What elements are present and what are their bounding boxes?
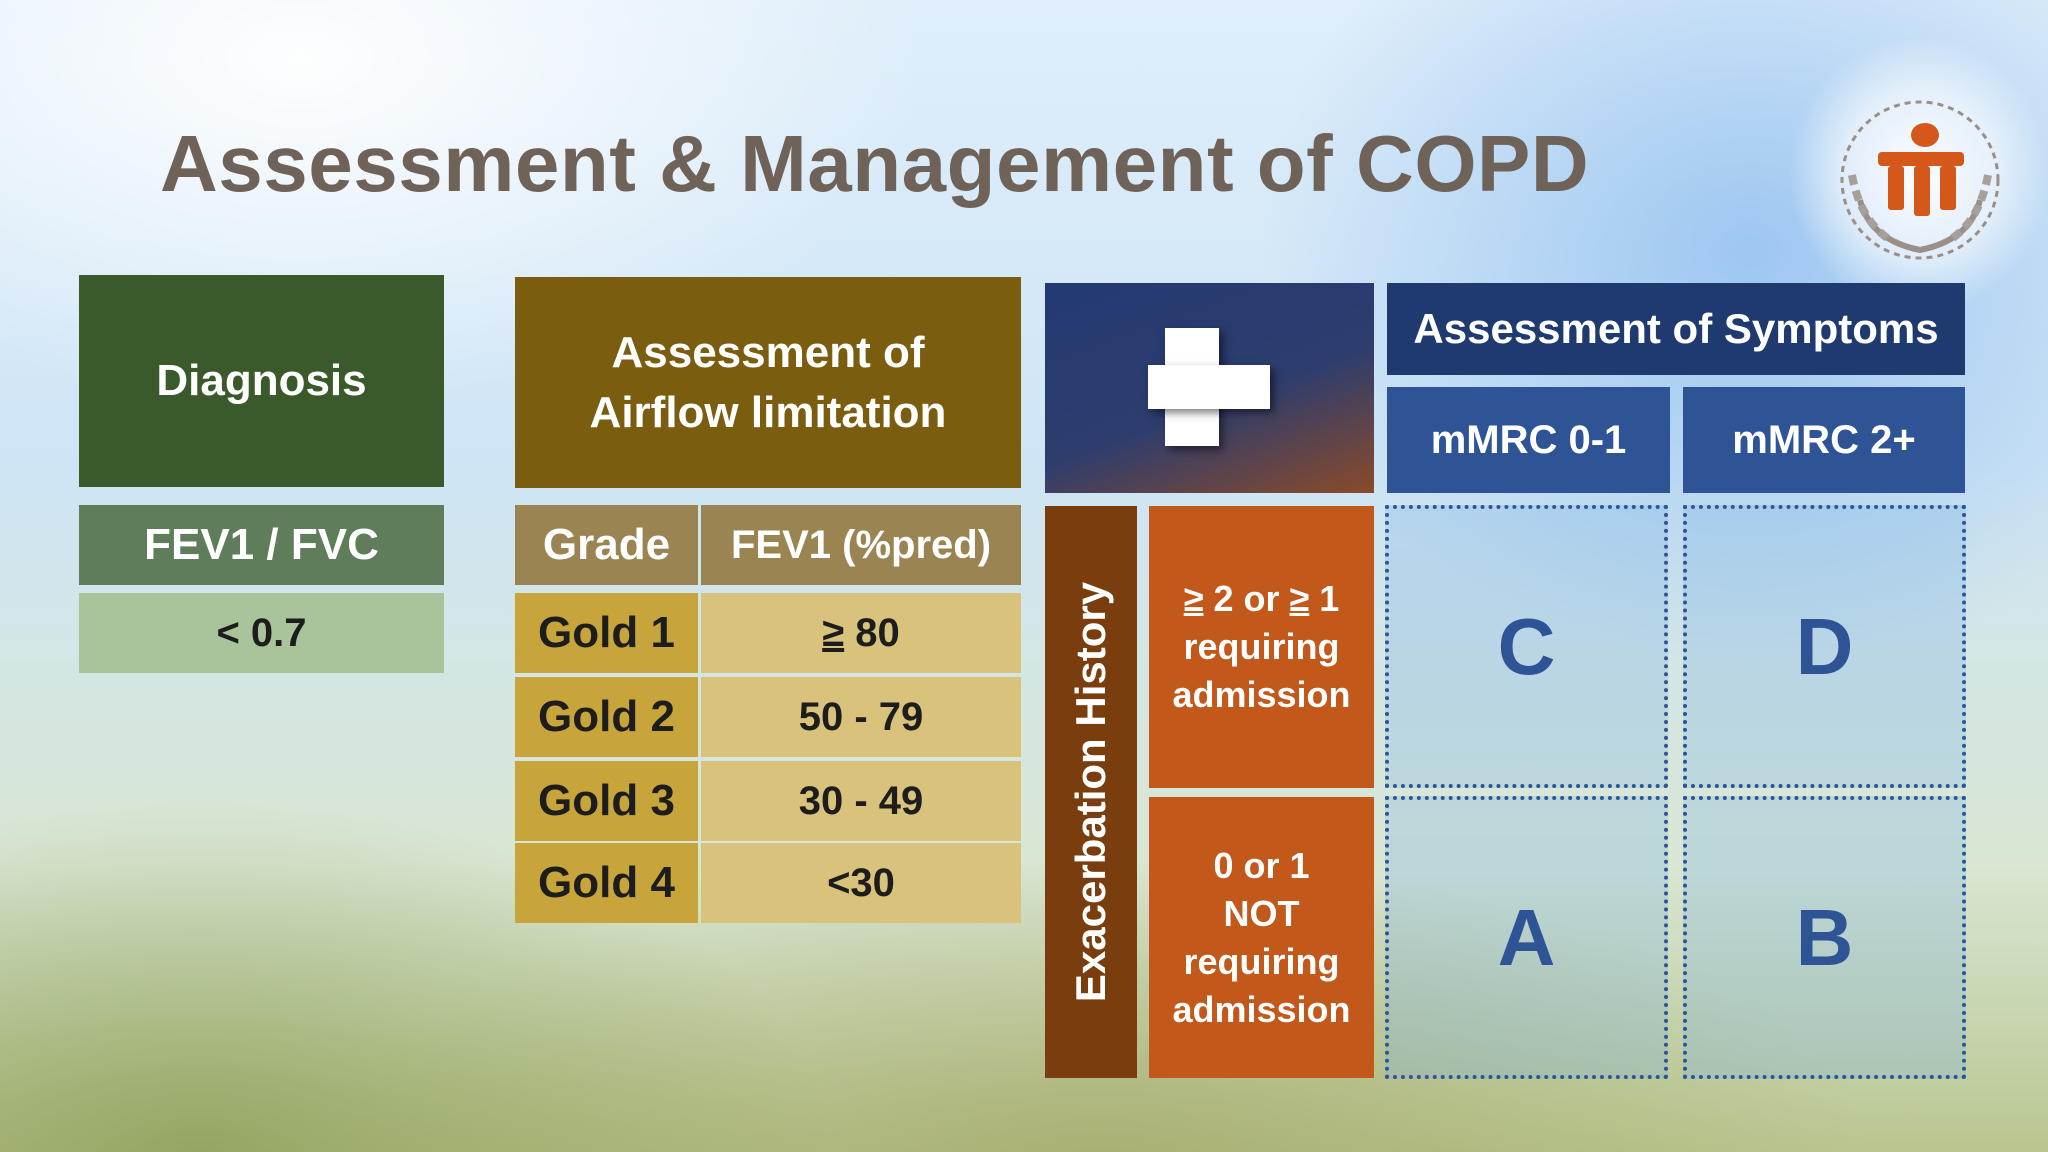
exacerbation-high-line1: ≥ 2 or ≥ 1 xyxy=(1184,575,1340,623)
logo-emblem-icon xyxy=(1840,100,2000,260)
group-b-quadrant: B xyxy=(1683,796,1966,1079)
exacerbation-low-line1: 0 or 1 xyxy=(1213,844,1310,886)
exacerbation-high-line3: admission xyxy=(1172,674,1351,715)
exacerbation-high-mid: 2 or xyxy=(1203,578,1290,619)
fev-fvc-value: < 0.7 xyxy=(79,593,444,673)
exacerbation-high-symbol-2: ≥ xyxy=(1289,578,1310,619)
exacerbation-label-text: Exacerbation History xyxy=(1067,581,1114,1003)
exacerbation-low-cell: 0 or 1 NOT requiring admission xyxy=(1149,797,1374,1078)
exacerbation-low-line4: admission xyxy=(1172,988,1351,1030)
diagnosis-header: Diagnosis xyxy=(79,275,444,487)
exacerbation-high-symbol-1: ≥ xyxy=(1183,578,1204,619)
mmrc-low-header: mMRC 0-1 xyxy=(1387,387,1670,493)
exacerbation-low-line2: NOT xyxy=(1223,892,1300,934)
gold-2-value: 50 - 79 xyxy=(701,677,1021,757)
airflow-header-line2: Airflow limitation xyxy=(589,387,947,437)
gold-1-value: ≥ 80 xyxy=(701,593,1021,673)
group-c-quadrant: C xyxy=(1385,505,1668,788)
exacerbation-high-cell: ≥ 2 or ≥ 1 requiring admission xyxy=(1149,506,1374,788)
page-title: Assessment & Management of COPD xyxy=(160,119,1590,208)
gold-4-cell: Gold 4 xyxy=(515,843,698,923)
gold-1-cell: Gold 1 xyxy=(515,593,698,673)
mmrc-high-header: mMRC 2+ xyxy=(1683,387,1965,493)
symptoms-header: Assessment of Symptoms xyxy=(1387,283,1965,375)
group-d-quadrant: D xyxy=(1683,505,1966,788)
gold-3-value: 30 - 49 xyxy=(701,761,1021,841)
fev-fvc-label: FEV1 / FVC xyxy=(79,505,444,585)
airflow-header-line1: Assessment of xyxy=(611,327,925,377)
gold-4-value: <30 xyxy=(701,843,1021,923)
gold-1-value-number: 80 xyxy=(844,610,900,655)
exacerbation-high-line2: requiring xyxy=(1183,626,1340,667)
exacerbation-high-end: 1 xyxy=(1309,578,1340,619)
group-a-quadrant: A xyxy=(1385,796,1668,1079)
grade-column-header: Grade xyxy=(515,505,698,585)
fev-pred-column-header: FEV1 (%pred) xyxy=(701,505,1021,585)
exacerbation-low-line3: requiring xyxy=(1183,940,1340,982)
airflow-header: Assessment of Airflow limitation xyxy=(515,277,1021,488)
exacerbation-strip xyxy=(1045,506,1137,1078)
gold-3-cell: Gold 3 xyxy=(515,761,698,841)
gold-1-value-symbol: ≥ xyxy=(822,610,845,655)
institution-logo xyxy=(1790,40,2048,310)
plus-icon-bar xyxy=(1148,365,1270,409)
gold-2-cell: Gold 2 xyxy=(515,677,698,757)
exacerbation-label: Exacerbation History xyxy=(1045,506,1137,1078)
